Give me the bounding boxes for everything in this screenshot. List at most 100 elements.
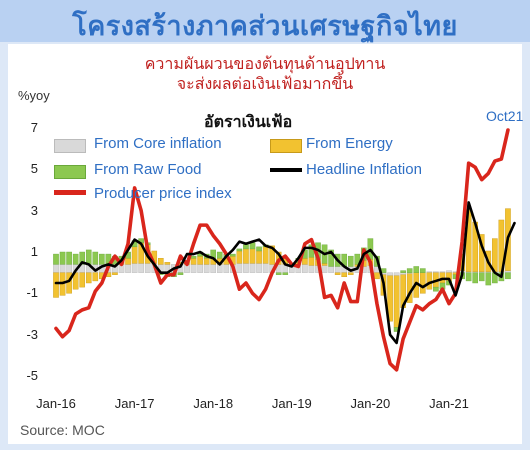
legend-swatch-food [54,165,86,179]
bar-core [262,263,269,273]
bar-energy [374,272,380,280]
y-tick-label: 7 [30,120,38,135]
bar-food [243,244,249,250]
legend-swatch-ppi [54,190,86,195]
chart-svg [53,128,516,372]
bar-energy [236,250,243,264]
bar-core [53,264,59,273]
bar-core [144,263,151,273]
bar-food [472,272,479,284]
bar-food [92,251,99,265]
bar-food [59,251,66,265]
bar-core [125,264,131,273]
bar-energy [243,248,249,264]
bar-food [230,253,236,257]
bar-energy [393,275,400,328]
page-title: โครงสร้างภาคส่วนเศรษฐกิจไทย [72,11,458,41]
x-tick-label: Jan-19 [271,396,312,411]
y-tick-label: -3 [26,326,38,342]
bar-energy [79,272,85,288]
bar-energy [131,246,138,264]
bar-energy [203,257,210,265]
y-tick-label: 3 [30,202,38,218]
bar-core [256,263,262,273]
bar-core [334,266,341,273]
bar-core [328,266,334,273]
y-tick-label: -1 [26,285,38,301]
bar-food [406,268,413,273]
legend-label-headline: Headline Inflation [306,161,422,178]
bar-core [197,264,203,273]
bar-core [223,264,230,273]
bar-food [99,253,105,265]
bar-energy [308,256,315,266]
bar-core [210,264,217,273]
bar-food [85,249,92,265]
bar-core [321,265,328,273]
bar-food [413,266,420,273]
bar-core [131,263,138,273]
bar-energy [157,257,164,265]
bar-food [485,272,492,286]
bar-core [190,264,197,273]
bar-food [478,272,485,282]
bar-core [66,264,72,273]
bar-food [400,270,406,273]
legend-label-ppi: Producer price index [94,185,232,202]
bar-core [138,263,144,273]
source-note: Source: MOC [20,422,105,438]
bar-energy [269,245,275,265]
bar-energy [262,246,269,264]
bar-food [420,268,426,273]
x-tick-label: Jan-18 [193,396,234,411]
bar-food [236,248,243,252]
bar-food [282,272,289,275]
bar-core [400,272,406,275]
bar-energy [387,275,393,322]
bar-energy [492,238,498,272]
bar-core [308,265,315,273]
bar-energy [53,272,59,298]
y-tick-label: -5 [26,368,38,383]
subtitle-line-2: จะส่งผลต่อเงินเฟ้อมากขึ้น [176,76,354,93]
bar-food [190,255,197,259]
bar-food [66,251,72,265]
y-tick-label: 5 [30,161,38,177]
y-axis-unit-label: %yoy [18,88,50,103]
legend-swatch-headline [270,168,302,172]
bar-energy [190,257,197,265]
bar-energy [420,272,426,294]
bar-food [216,251,223,259]
bar-food [249,242,256,250]
bar-core [387,272,393,276]
x-tick-label: Jan-20 [350,396,391,411]
bar-food [354,253,361,265]
bar-food [72,253,79,265]
y-tick-label: 1 [30,244,38,259]
bar-food [177,272,184,275]
bar-core [393,272,400,276]
bar-energy [197,255,203,265]
bar-energy [85,272,92,284]
legend-label-energy: From Energy [306,135,393,152]
chart-title: อัตราเงินเฟ้อ [204,114,293,131]
oct21-annotation: Oct21 [486,108,524,124]
bar-food [347,255,354,267]
bar-food [433,286,439,292]
bar-energy [321,263,328,266]
bar-core [59,264,66,273]
bar-energy [92,272,99,282]
x-tick-label: Jan-21 [429,396,469,411]
legend-label-food: From Raw Food [94,161,202,178]
x-tick-label: Jan-16 [36,396,76,411]
bar-core [302,264,308,273]
headline-line [54,201,516,345]
bar-food [256,246,262,252]
bar-energy [256,250,262,264]
legend-label-core: From Core inflation [94,135,222,152]
chart-panel: ความผันผวนของต้นทุนด้านอุปทาน จะส่งผลต่อ… [8,44,524,444]
bar-core [505,270,511,273]
bar-core [446,270,452,273]
bar-energy [426,272,433,290]
